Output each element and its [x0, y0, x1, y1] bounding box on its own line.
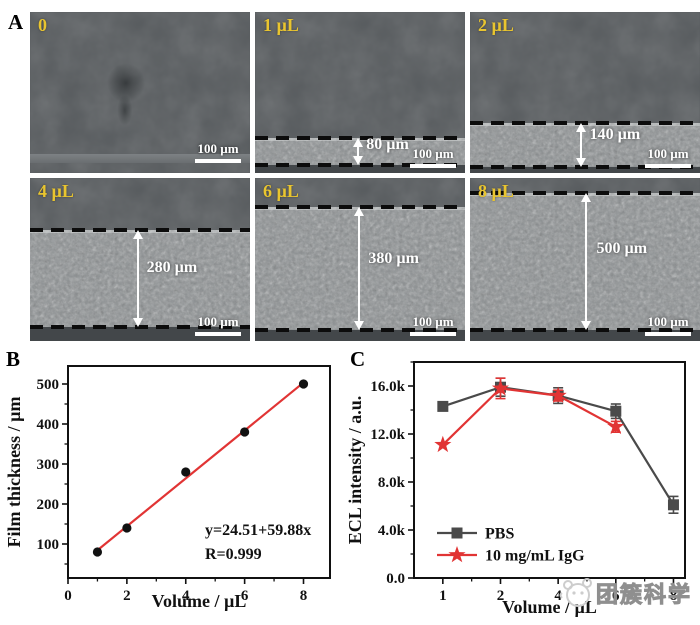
thickness-label: 80 µm	[366, 136, 409, 154]
svg-text:8: 8	[670, 588, 678, 604]
svg-text:1: 1	[439, 588, 447, 604]
svg-text:200: 200	[37, 497, 60, 513]
thickness-arrow	[356, 146, 359, 156]
scale-bar: 100 µm	[195, 314, 241, 336]
panel-c-label: C	[350, 347, 366, 371]
substrate-strip	[255, 164, 465, 173]
volume-label: 6 µL	[263, 181, 299, 201]
volume-label: 1 µL	[263, 15, 299, 35]
substrate-strip	[470, 166, 700, 173]
svg-text:0.0: 0.0	[386, 571, 405, 587]
scale-bar-label: 100 µm	[197, 314, 239, 329]
svg-text:100: 100	[37, 537, 60, 553]
watermark-text: 团簇科学	[595, 582, 693, 608]
svg-text:8.0k: 8.0k	[378, 475, 406, 491]
svg-text:2: 2	[123, 588, 131, 604]
sem-edge-strip	[30, 153, 250, 164]
scale-bar-label: 100 µm	[647, 146, 689, 161]
sem-image-2ul: 2 µL 100 µm 140 µm	[470, 12, 700, 173]
substrate-strip	[255, 329, 465, 341]
svg-text:4.0k: 4.0k	[378, 523, 406, 539]
film-bottom-dashed-line	[255, 162, 465, 167]
film-bottom-dashed-line	[255, 327, 465, 332]
svg-text:R=0.999: R=0.999	[205, 546, 262, 563]
svg-text:Volume / µL: Volume / µL	[152, 591, 247, 611]
scale-bar: 100 µm	[410, 314, 456, 336]
ecl-intensity-chart: 1 2 4 6 8 0.0 4.0k 8.0k 12.0k 16.0k PBS 10 mg/mL Ig…	[345, 361, 686, 617]
film-bottom-dashed-line	[30, 325, 250, 330]
sem-image-4ul: 4 µL 100 µm 280 µm	[30, 178, 250, 341]
svg-text:Film thickness / µm: Film thickness / µm	[4, 397, 24, 548]
sem-image-8ul: 8 µL 100 µm 500 µm	[470, 178, 700, 341]
svg-text:y=24.51+59.88x: y=24.51+59.88x	[205, 522, 311, 539]
sem-dark-blob	[96, 57, 156, 132]
scale-bar-label: 100 µm	[412, 314, 454, 329]
thickness-label: 500 µm	[596, 239, 648, 257]
watermark: 团簇科学	[558, 573, 692, 613]
svg-text:6: 6	[241, 588, 249, 604]
thickness-arrow	[136, 239, 139, 319]
svg-text:0: 0	[64, 588, 72, 604]
svg-text:Volume / µL: Volume / µL	[502, 597, 597, 617]
svg-text:400: 400	[37, 417, 60, 433]
svg-text:300: 300	[37, 457, 60, 473]
film-cross-section	[255, 207, 465, 330]
svg-text:PBS: PBS	[485, 526, 514, 543]
thickness-label: 140 µm	[589, 125, 641, 143]
svg-text:12.0k: 12.0k	[370, 427, 405, 443]
scale-bar: 100 µm	[195, 141, 241, 163]
scale-bar: 100 µm	[645, 146, 691, 168]
svg-text:6: 6	[612, 588, 620, 604]
volume-label: 0	[38, 15, 47, 35]
volume-label: 2 µL	[478, 15, 514, 35]
thickness-label: 380 µm	[368, 249, 419, 267]
film-thickness-chart: 0 2 4 6 8 100 200 300 400 500 y=24.51+59.88x R=0.99…	[4, 365, 331, 611]
substrate-strip	[470, 329, 700, 341]
scale-bar-label: 100 µm	[647, 314, 689, 329]
film-bottom-dashed-line	[470, 327, 700, 332]
sem-image-0ul: 0 100 µm	[30, 12, 250, 173]
svg-text:4: 4	[554, 588, 562, 604]
scale-bar: 100 µm	[410, 146, 456, 168]
scale-bar-label: 100 µm	[197, 141, 239, 156]
svg-text:2: 2	[497, 588, 505, 604]
volume-label: 4 µL	[38, 181, 74, 201]
thickness-arrow	[585, 201, 587, 321]
svg-text:500: 500	[37, 377, 60, 393]
svg-text:8: 8	[300, 588, 308, 604]
thickness-arrow	[357, 216, 360, 321]
sem-image-1ul: 1 µL 100 µm 80 µm	[255, 12, 465, 173]
film-cross-section	[30, 230, 250, 328]
substrate-strip	[30, 327, 250, 341]
scale-bar: 100 µm	[645, 314, 691, 336]
thickness-label: 280 µm	[146, 259, 198, 277]
svg-text:10 mg/mL IgG: 10 mg/mL IgG	[485, 548, 585, 565]
svg-text:ECL intensity / a.u.: ECL intensity / a.u.	[345, 396, 365, 545]
thickness-arrow	[580, 132, 583, 158]
panel-b-label: B	[6, 347, 21, 371]
sem-image-6ul: 6 µL 100 µm 380 µm	[255, 178, 465, 341]
panel-a-label: A	[8, 10, 24, 34]
film-bottom-dashed-line	[470, 164, 700, 169]
svg-text:16.0k: 16.0k	[370, 379, 405, 395]
svg-text:4: 4	[182, 588, 190, 604]
scale-bar-label: 100 µm	[412, 146, 454, 161]
watermark-logo-icon	[559, 578, 592, 607]
volume-label: 8 µL	[478, 181, 514, 201]
